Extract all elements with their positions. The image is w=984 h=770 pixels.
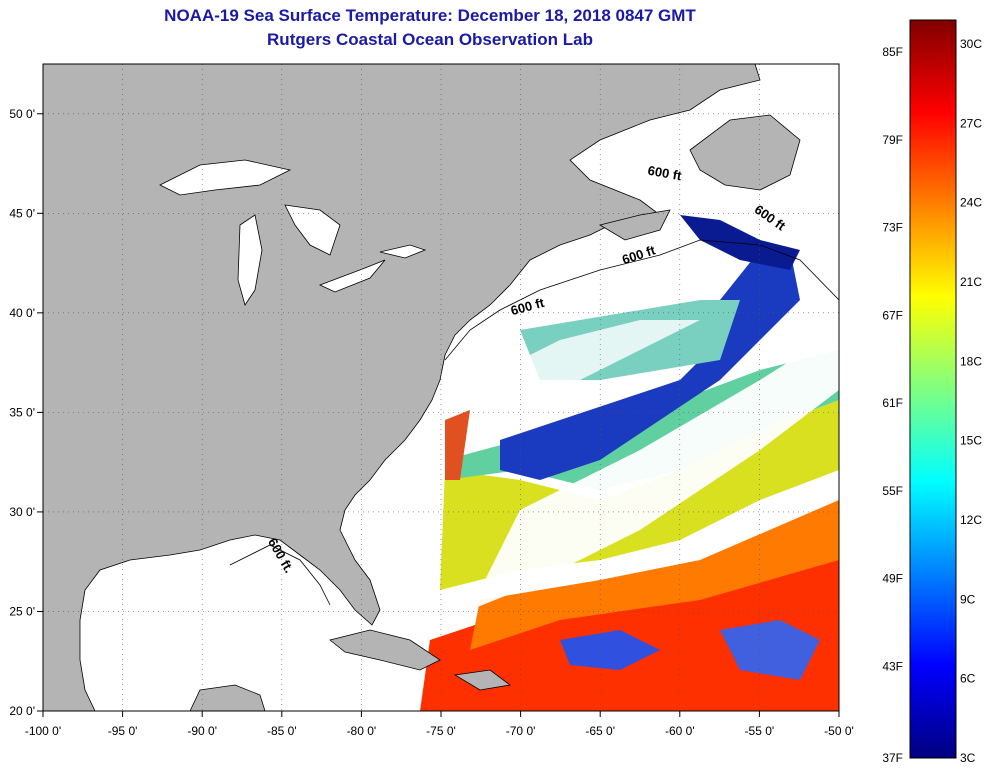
land [43,64,801,711]
depth-label: 600 ft [647,163,684,184]
lake-ontario [379,244,427,259]
lat-tick-label: 50 0' [9,107,35,121]
colorbar-c-label: 30C [960,37,982,51]
sst-south-cold-patch [560,630,660,670]
lat-tick-label: 30 0' [9,505,35,519]
colorbar-c-label: 9C [960,592,976,606]
colorbar-f-label: 73F [882,221,903,235]
cloud-cover [470,320,839,610]
title-line-2: Rutgers Coastal Ocean Observation Lab [267,30,593,49]
lon-tick-label: -65 0' [585,724,615,738]
colorbar-fahrenheit-labels: 85F 79F 73F 67F 61F 55F 49F 43F 37F [882,45,903,765]
lake-superior [159,159,292,196]
land-hispaniola [453,669,511,691]
lake-michigan [237,214,263,306]
colorbar-c-label: 12C [960,513,982,527]
colorbar-f-label: 55F [882,484,903,498]
sst-cold-gulf-maine [680,215,800,270]
lon-tick-label: -90 0' [187,724,217,738]
lat-tick-label: 20 0' [9,704,35,718]
colorbar-f-label: 43F [882,659,903,673]
lon-tick-label: -50 0' [824,724,854,738]
lon-tick-label: -95 0' [108,724,138,738]
lake-erie [318,259,386,293]
colorbar-f-label: 85F [882,45,903,59]
lat-tick-label: 45 0' [9,206,35,220]
colorbar-c-label: 24C [960,196,982,210]
colorbar-c-label: 6C [960,672,976,686]
colorbar-c-label: 18C [960,354,982,368]
longitude-axis: -100 0' -95 0' -90 0' -85 0' -80 0' -75 0' -70… [25,711,854,738]
sst-warm-south-2 [470,500,839,650]
lon-tick-label: -60 0' [665,724,695,738]
colorbar-c-label: 15C [960,434,982,448]
colorbar-f-label: 61F [882,396,903,410]
great-lakes [159,159,427,306]
lat-tick-label: 35 0' [9,405,35,419]
sst-gulfstream [445,410,470,480]
colorbar-f-label: 79F [882,133,903,147]
land-nova-scotia [598,209,671,241]
colorbar-c-label: 3C [960,751,976,765]
latitude-axis: 20 0' 25 0' 30 0' 35 0' 40 0' 45 0' 50 0' [9,107,43,718]
lon-tick-label: -55 0' [745,724,775,738]
colorbar-f-label: 37F [882,751,903,765]
title-line-1: NOAA-19 Sea Surface Temperature: Decembe… [164,6,696,25]
lon-tick-label: -75 0' [426,724,456,738]
land-yucatan [189,684,266,711]
land-newfoundland [689,114,801,191]
lat-tick-label: 40 0' [9,306,35,320]
colorbar-celsius-labels: 30C 27C 24C 21C 18C 15C 12C 9C 6C 3C [960,37,982,765]
lon-tick-label: -100 0' [25,724,61,738]
sst-warm-south [420,520,839,711]
colorbar [909,19,957,759]
colorbar-f-label: 49F [882,572,903,586]
colorbar-c-label: 21C [960,275,982,289]
lon-tick-label: -85 0' [267,724,297,738]
lon-tick-label: -70 0' [506,724,536,738]
colorbar-c-label: 27C [960,116,982,130]
sst-east-cold-patch [720,620,820,680]
land-north-america [43,64,761,711]
lat-tick-label: 25 0' [9,604,35,618]
lake-huron [284,204,341,256]
depth-contour-600ft [229,239,839,606]
colorbar-f-label: 67F [882,308,903,322]
land-cuba [329,629,441,671]
lon-tick-label: -80 0' [347,724,377,738]
